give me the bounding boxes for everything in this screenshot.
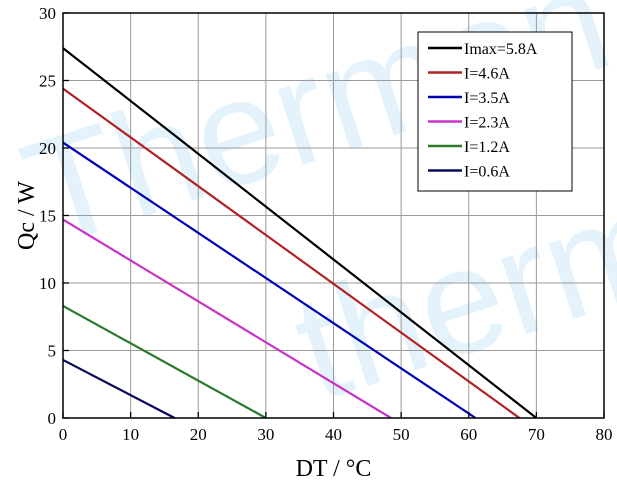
x-tick-label: 10	[122, 425, 139, 444]
series-line-6	[62, 358, 176, 419]
y-axis-title: Qc / W	[14, 181, 40, 250]
x-tick-label: 20	[190, 425, 207, 444]
tick-labels: 0 10 20 30 40 50 60 70 80 0 5 10 15 20 25 30	[39, 4, 613, 444]
x-tick-label: 70	[528, 425, 545, 444]
x-tick-label: 50	[393, 425, 410, 444]
y-tick-label: 20	[39, 139, 56, 158]
series-line-4	[62, 218, 392, 419]
series-line-5	[62, 304, 267, 419]
y-tick-label: 15	[39, 207, 56, 226]
legend-label: I=3.5A	[464, 90, 510, 107]
legend-label: I=0.6A	[464, 164, 510, 181]
series-line-1	[62, 47, 538, 419]
legend-box	[417, 31, 573, 192]
x-tick-label: 30	[257, 425, 274, 444]
x-tick-label: 60	[460, 425, 477, 444]
x-tick-label: 80	[596, 425, 613, 444]
y-tick-label: 0	[48, 409, 57, 428]
series-line-2	[62, 87, 521, 419]
y-tick-label: 25	[39, 72, 56, 91]
x-axis-title: DT / °C	[296, 456, 372, 482]
y-tick-label: 5	[48, 342, 57, 361]
legend: Imax=5.8A I=4.6A I=3.5A I=2.3A I=1.2A I=0.6A	[417, 31, 573, 192]
legend-label: Imax=5.8A	[464, 41, 538, 58]
y-tick-label: 30	[39, 4, 56, 23]
legend-label: I=1.2A	[464, 139, 510, 156]
y-tick-label: 10	[39, 274, 56, 293]
legend-label: I=2.3A	[464, 115, 510, 132]
axes	[62, 12, 605, 419]
legend-label: I=4.6A	[464, 66, 510, 83]
series-line-3	[62, 141, 477, 419]
x-tick-label: 0	[59, 425, 68, 444]
x-tick-label: 40	[325, 425, 342, 444]
series-lines	[62, 47, 538, 419]
